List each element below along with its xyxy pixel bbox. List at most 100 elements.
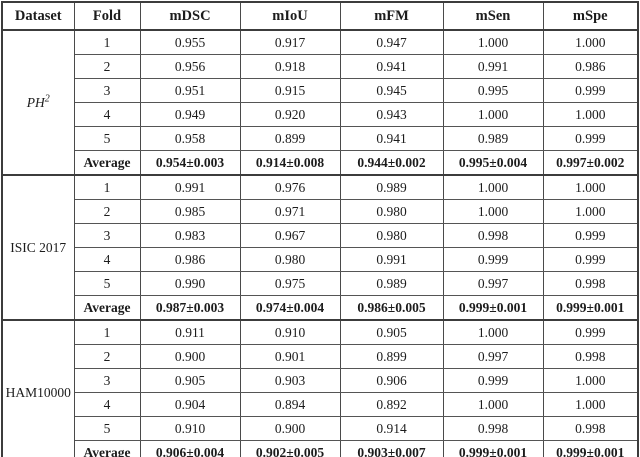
fold-row: 4 0.949 0.920 0.943 1.000 1.000 <box>2 102 639 127</box>
metric-value-cell: 0.971 <box>239 199 341 224</box>
average-row: Average 0.906±0.004 0.902±0.005 0.903±0.007… <box>2 440 639 457</box>
metric-value-cell: 0.999 <box>542 247 639 272</box>
metric-value-cell: 0.999 <box>442 368 544 393</box>
average-value-cell: 0.906±0.004 <box>139 440 241 457</box>
metric-value-cell: 1.000 <box>442 175 544 200</box>
fold-row: 5 0.990 0.975 0.989 0.997 0.998 <box>2 271 639 296</box>
dataset-label-cell: PH2 <box>1 30 75 176</box>
fold-number-cell: 5 <box>73 126 141 151</box>
metric-value-cell: 0.989 <box>339 271 444 296</box>
metric-value-cell: 1.000 <box>542 199 639 224</box>
fold-number-cell: 2 <box>73 199 141 224</box>
fold-row: 4 0.904 0.894 0.892 1.000 1.000 <box>2 392 639 417</box>
fold-number-cell: 1 <box>73 175 141 200</box>
metric-value-cell: 1.000 <box>542 102 639 127</box>
fold-row: 5 0.958 0.899 0.941 0.989 0.999 <box>2 126 639 151</box>
metric-value-cell: 0.914 <box>339 416 444 441</box>
average-value-cell: 0.903±0.007 <box>339 440 444 457</box>
metric-value-cell: 0.945 <box>339 78 444 103</box>
metric-value-cell: 0.947 <box>339 30 444 55</box>
dataset-label: HAM10000 <box>5 384 71 400</box>
metric-value-cell: 0.949 <box>139 102 241 127</box>
metric-value-cell: 0.894 <box>239 392 341 417</box>
metric-value-cell: 0.917 <box>239 30 341 55</box>
metric-value-cell: 0.955 <box>139 30 241 55</box>
metric-value-cell: 0.999 <box>442 247 544 272</box>
metric-value-cell: 0.910 <box>139 416 241 441</box>
metric-value-cell: 0.998 <box>442 416 544 441</box>
dataset-label-cell: ISIC 2017 <box>1 175 75 321</box>
header-row: Dataset Fold mDSC mIoU mFM mSen mSpe <box>1 2 639 31</box>
metric-value-cell: 1.000 <box>442 102 544 127</box>
column-header-mdsc: mDSC <box>139 2 241 31</box>
metric-value-cell: 0.998 <box>542 416 639 441</box>
metric-value-cell: 0.999 <box>542 78 639 103</box>
metric-value-cell: 0.991 <box>139 175 241 200</box>
fold-row: 2 0.900 0.901 0.899 0.997 0.998 <box>2 344 639 369</box>
average-value-cell: 0.999±0.001 <box>442 295 544 321</box>
metric-value-cell: 0.995 <box>442 78 544 103</box>
average-value-cell: 0.914±0.008 <box>239 150 341 176</box>
metric-value-cell: 0.915 <box>239 78 341 103</box>
average-value-cell: 0.902±0.005 <box>239 440 341 457</box>
metric-value-cell: 0.911 <box>139 320 241 345</box>
average-value-cell: 0.999±0.001 <box>542 295 639 321</box>
column-header-fold: Fold <box>73 2 141 31</box>
table-body: PH2 1 0.955 0.917 0.947 1.000 1.000 2 0.956 0.918… <box>1 30 639 457</box>
metric-value-cell: 0.997 <box>442 344 544 369</box>
fold-number-cell: 2 <box>73 344 141 369</box>
average-row: Average 0.987±0.003 0.974±0.004 0.986±0.005… <box>2 295 639 321</box>
metric-value-cell: 0.975 <box>239 271 341 296</box>
metric-value-cell: 1.000 <box>542 392 639 417</box>
metric-value-cell: 0.941 <box>339 126 444 151</box>
metric-value-cell: 0.892 <box>339 392 444 417</box>
metric-value-cell: 0.951 <box>139 78 241 103</box>
dataset-label: PH <box>26 94 45 110</box>
metric-value-cell: 0.991 <box>339 247 444 272</box>
metric-value-cell: 1.000 <box>542 30 639 55</box>
metric-value-cell: 0.980 <box>339 199 444 224</box>
column-header-mfm: mFM <box>339 2 444 31</box>
metric-value-cell: 0.998 <box>442 223 544 248</box>
average-label-cell: Average <box>73 295 141 321</box>
average-value-cell: 0.995±0.004 <box>442 150 544 176</box>
average-value-cell: 0.999±0.001 <box>442 440 544 457</box>
fold-number-cell: 4 <box>73 247 141 272</box>
metric-value-cell: 0.941 <box>339 54 444 79</box>
dataset-label-superscript: 2 <box>44 93 50 104</box>
fold-number-cell: 5 <box>73 271 141 296</box>
fold-number-cell: 1 <box>73 320 141 345</box>
metric-value-cell: 0.910 <box>239 320 341 345</box>
metric-value-cell: 0.958 <box>139 126 241 151</box>
fold-number-cell: 3 <box>73 368 141 393</box>
fold-number-cell: 3 <box>73 78 141 103</box>
column-header-msen: mSen <box>442 2 544 31</box>
metric-value-cell: 0.967 <box>239 223 341 248</box>
metric-value-cell: 1.000 <box>442 392 544 417</box>
metric-value-cell: 0.999 <box>542 223 639 248</box>
average-value-cell: 0.999±0.001 <box>542 440 639 457</box>
fold-row: 5 0.910 0.900 0.914 0.998 0.998 <box>2 416 639 441</box>
average-label-cell: Average <box>73 440 141 457</box>
metric-value-cell: 0.899 <box>339 344 444 369</box>
average-value-cell: 0.997±0.002 <box>542 150 639 176</box>
metric-value-cell: 1.000 <box>542 175 639 200</box>
metric-value-cell: 0.989 <box>442 126 544 151</box>
metric-value-cell: 0.980 <box>339 223 444 248</box>
metric-value-cell: 1.000 <box>542 368 639 393</box>
metric-value-cell: 1.000 <box>442 30 544 55</box>
metric-value-cell: 0.905 <box>339 320 444 345</box>
metric-value-cell: 0.920 <box>239 102 341 127</box>
metric-value-cell: 0.903 <box>239 368 341 393</box>
column-header-dataset: Dataset <box>1 2 75 31</box>
average-value-cell: 0.944±0.002 <box>339 150 444 176</box>
metric-value-cell: 0.900 <box>239 416 341 441</box>
average-value-cell: 0.987±0.003 <box>139 295 241 321</box>
column-header-miou: mIoU <box>239 2 341 31</box>
fold-row: 3 0.951 0.915 0.945 0.995 0.999 <box>2 78 639 103</box>
metric-value-cell: 0.904 <box>139 392 241 417</box>
fold-row: 4 0.986 0.980 0.991 0.999 0.999 <box>2 247 639 272</box>
average-value-cell: 0.974±0.004 <box>239 295 341 321</box>
average-value-cell: 0.986±0.005 <box>339 295 444 321</box>
